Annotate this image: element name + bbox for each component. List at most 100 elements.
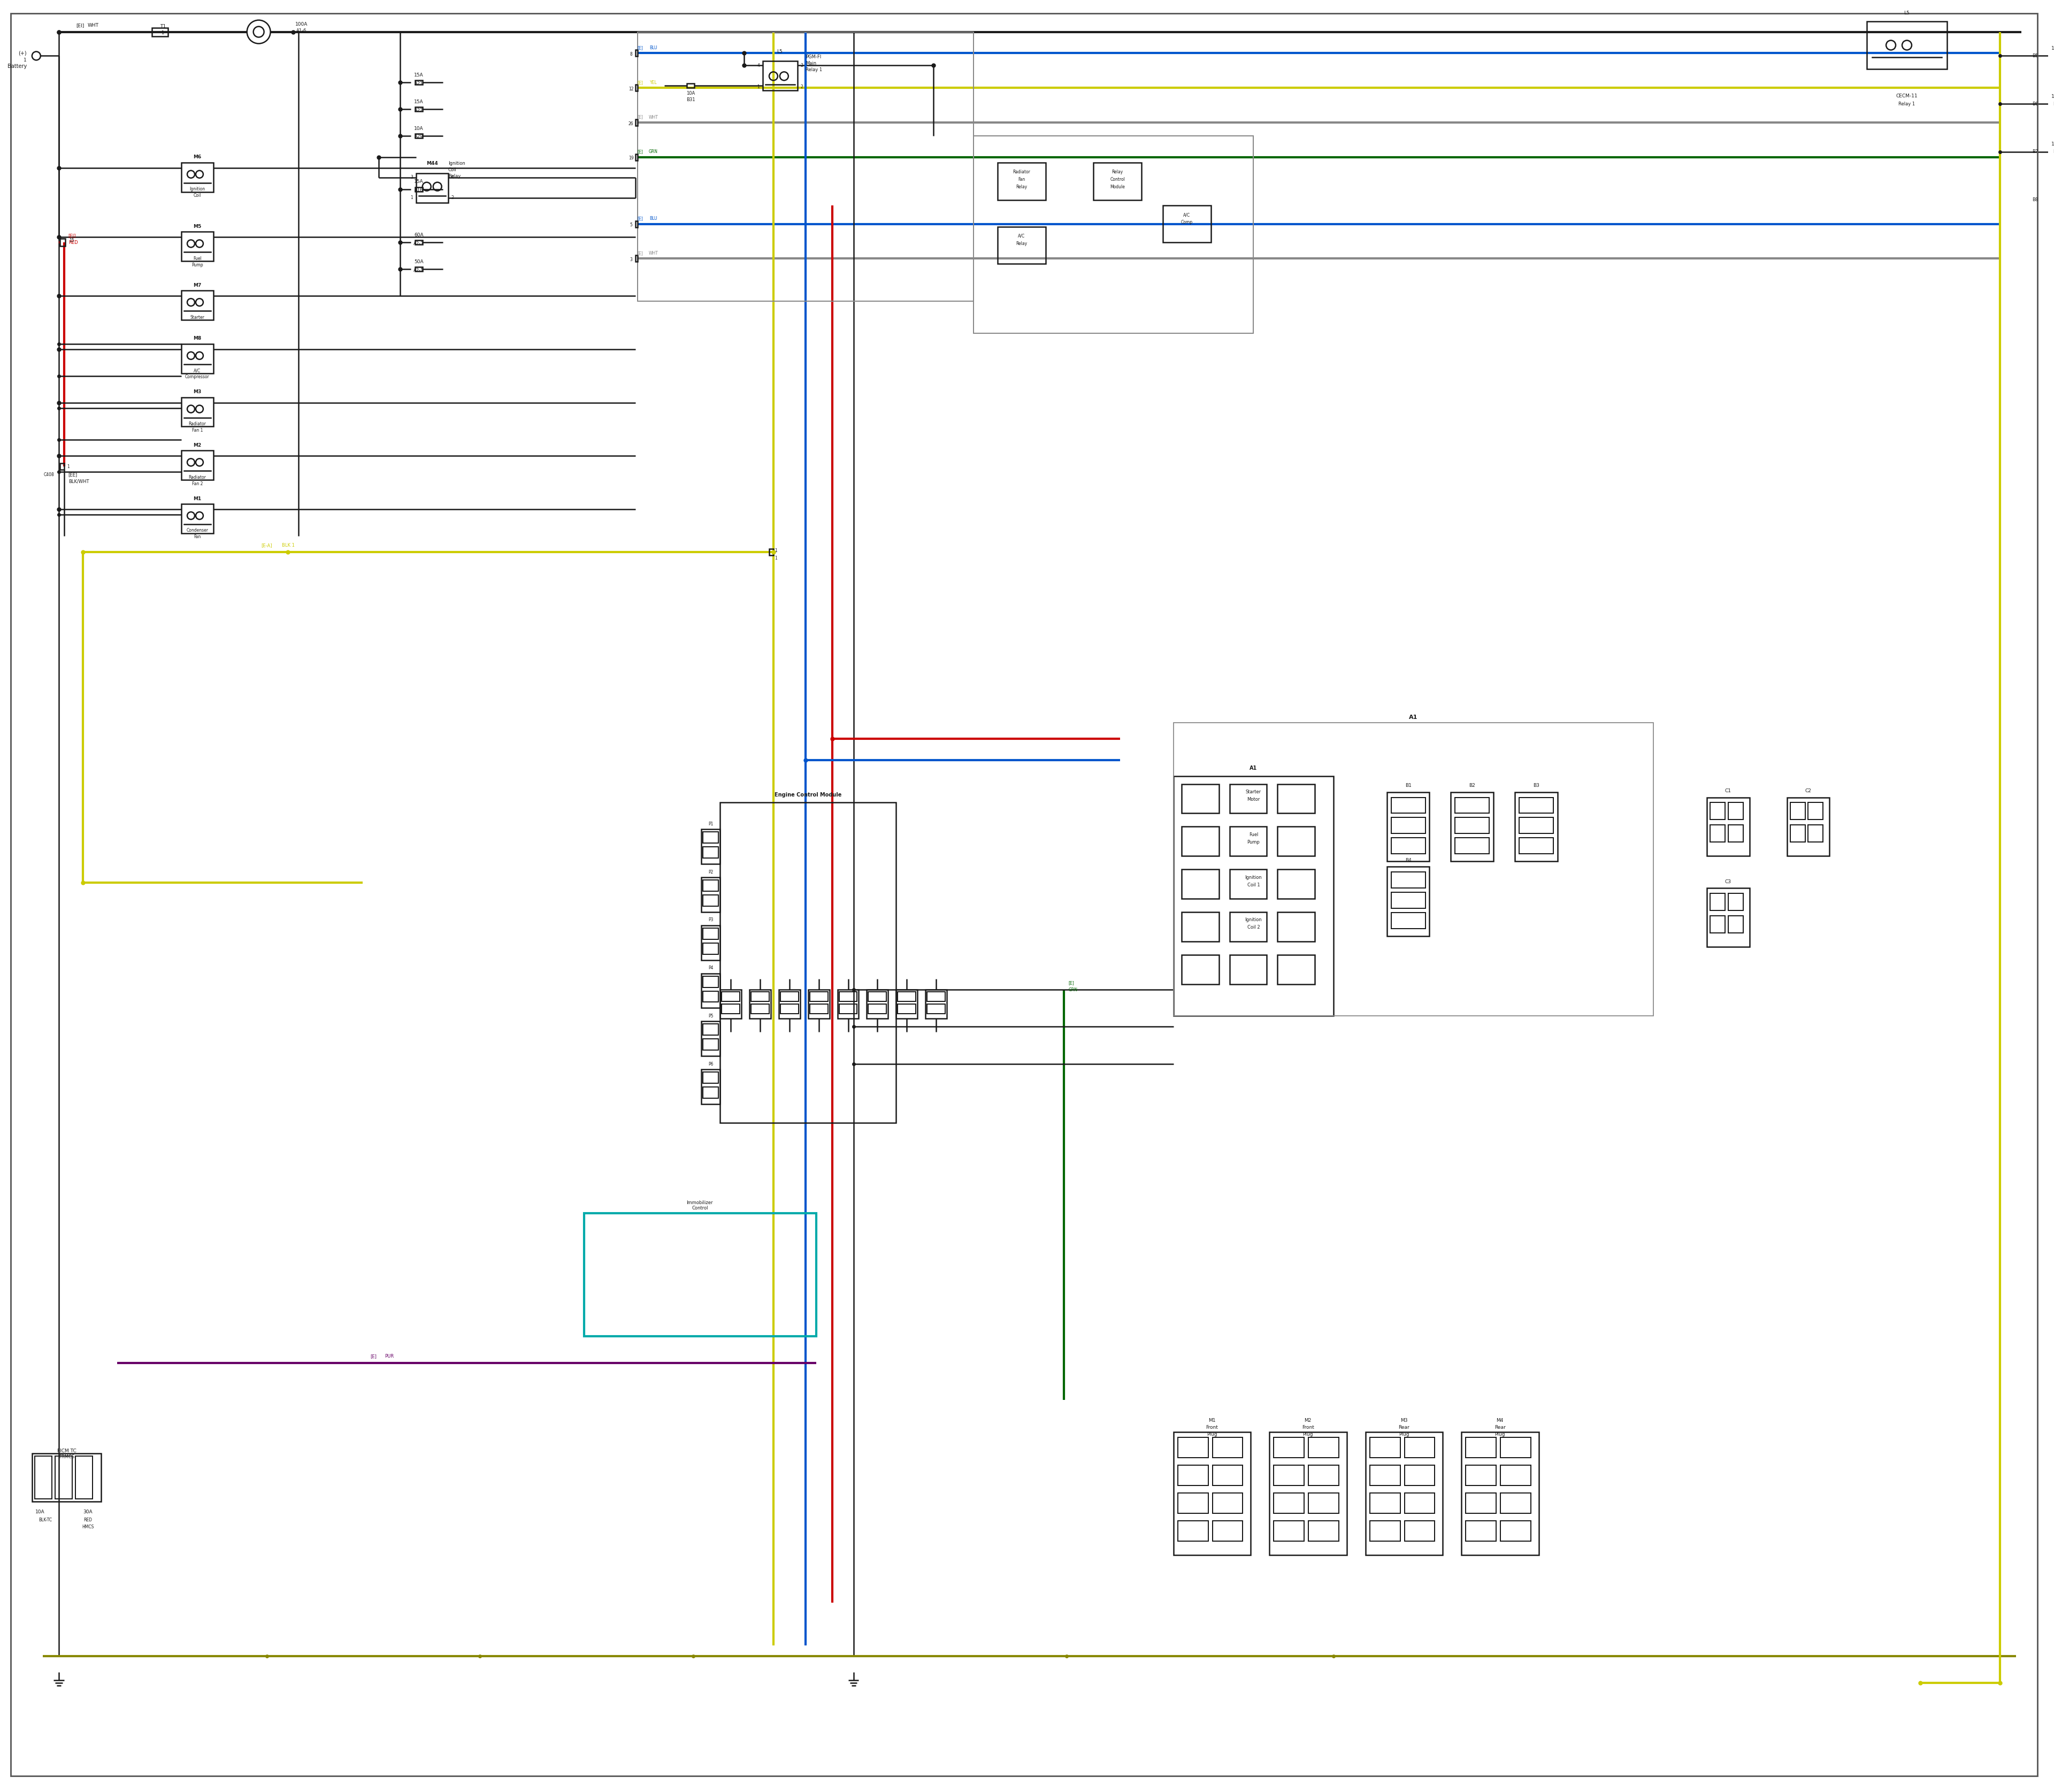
Text: Radiator: Radiator xyxy=(189,475,205,480)
Text: Condenser: Condenser xyxy=(187,529,207,532)
Bar xyxy=(1516,792,1557,862)
Text: 4: 4 xyxy=(452,176,454,179)
Bar xyxy=(1173,1432,1251,1555)
Bar xyxy=(1173,776,1333,1016)
Text: Coil 2: Coil 2 xyxy=(1247,925,1259,930)
Text: 60A: 60A xyxy=(415,233,423,238)
Bar xyxy=(702,1023,719,1036)
Text: B2: B2 xyxy=(1469,783,1475,788)
Bar xyxy=(1405,1466,1436,1486)
Bar xyxy=(1269,1432,1347,1555)
Bar xyxy=(809,993,828,1002)
Text: T1: T1 xyxy=(160,23,166,29)
Text: Relay: Relay xyxy=(448,174,460,179)
Bar xyxy=(1727,916,1744,934)
Bar xyxy=(998,163,1045,201)
Bar xyxy=(898,993,916,1002)
Bar xyxy=(702,831,719,844)
Bar xyxy=(1308,1437,1339,1457)
Text: YEL: YEL xyxy=(649,81,657,84)
Text: L5: L5 xyxy=(776,48,783,54)
Text: (+): (+) xyxy=(18,50,27,56)
Bar xyxy=(1499,1466,1530,1486)
Text: P6: P6 xyxy=(709,1061,713,1066)
Text: WHT: WHT xyxy=(88,23,99,29)
Bar xyxy=(721,989,741,1018)
Bar xyxy=(1391,892,1425,909)
Bar xyxy=(417,174,448,202)
Bar xyxy=(700,878,721,912)
Text: 2: 2 xyxy=(452,195,454,201)
Bar xyxy=(181,504,214,534)
Bar xyxy=(415,134,423,138)
Bar xyxy=(60,464,64,470)
Bar xyxy=(1177,1437,1208,1457)
Bar xyxy=(1791,824,1805,842)
Text: 5: 5 xyxy=(631,222,633,228)
Text: 19: 19 xyxy=(629,156,633,161)
Text: 10A: 10A xyxy=(686,91,694,95)
Bar xyxy=(1181,955,1218,984)
Text: [E]: [E] xyxy=(370,1355,376,1358)
Bar xyxy=(1791,803,1805,819)
Text: B5: B5 xyxy=(2031,54,2038,59)
Bar xyxy=(415,186,423,192)
Bar xyxy=(1405,1493,1436,1512)
Text: B6: B6 xyxy=(2031,102,2038,106)
Bar xyxy=(1520,839,1553,853)
Text: GRN: GRN xyxy=(649,149,657,154)
Text: Fan 2: Fan 2 xyxy=(191,482,203,486)
Text: M4: M4 xyxy=(1495,1417,1504,1423)
Bar xyxy=(415,267,423,271)
Text: BLK 1: BLK 1 xyxy=(281,543,294,548)
Text: M2: M2 xyxy=(193,443,201,448)
Bar xyxy=(1230,955,1267,984)
Text: 15A: 15A xyxy=(2052,93,2054,99)
Bar xyxy=(752,1004,768,1014)
Bar xyxy=(1711,894,1725,910)
Bar xyxy=(1467,1437,1495,1457)
Bar xyxy=(1173,722,1653,1016)
Bar xyxy=(1467,1466,1495,1486)
Bar xyxy=(1273,1466,1304,1486)
Bar xyxy=(1405,1437,1436,1457)
Text: Plug: Plug xyxy=(1302,1432,1313,1437)
Bar xyxy=(1386,867,1430,935)
Bar xyxy=(635,50,637,56)
Bar xyxy=(1787,797,1830,857)
Bar xyxy=(702,1039,719,1050)
Text: Rear: Rear xyxy=(1495,1425,1506,1430)
Text: B3: B3 xyxy=(1532,783,1538,788)
Text: A2-1: A2-1 xyxy=(413,267,423,272)
Text: P3: P3 xyxy=(709,918,713,923)
Bar xyxy=(1454,817,1489,833)
Text: Relay: Relay xyxy=(1111,170,1124,174)
Text: [E]: [E] xyxy=(637,115,643,120)
Text: [E]: [E] xyxy=(637,217,643,220)
Text: A/C: A/C xyxy=(193,367,201,373)
Circle shape xyxy=(33,52,41,61)
Bar xyxy=(762,61,797,91)
Bar xyxy=(1278,869,1315,898)
Text: BLK-TC: BLK-TC xyxy=(39,1518,51,1523)
Bar xyxy=(869,1004,887,1014)
Bar xyxy=(181,290,214,321)
Text: P5: P5 xyxy=(709,1014,713,1018)
Text: C3: C3 xyxy=(1725,880,1732,883)
Text: 15A: 15A xyxy=(415,179,423,185)
Text: M1: M1 xyxy=(193,496,201,502)
Bar xyxy=(635,220,637,228)
Bar xyxy=(1230,783,1267,814)
Text: A22: A22 xyxy=(415,108,423,113)
Bar xyxy=(1278,783,1315,814)
Bar xyxy=(33,1453,101,1502)
Text: 3: 3 xyxy=(631,258,633,262)
Text: Pump: Pump xyxy=(1247,840,1259,844)
Text: [E]: [E] xyxy=(637,251,643,256)
Text: 10A: 10A xyxy=(415,125,423,131)
Text: 3: 3 xyxy=(411,176,413,179)
Bar xyxy=(768,548,774,556)
Bar xyxy=(1467,1493,1495,1512)
Text: RED: RED xyxy=(68,240,78,246)
Text: Pump: Pump xyxy=(191,263,203,267)
